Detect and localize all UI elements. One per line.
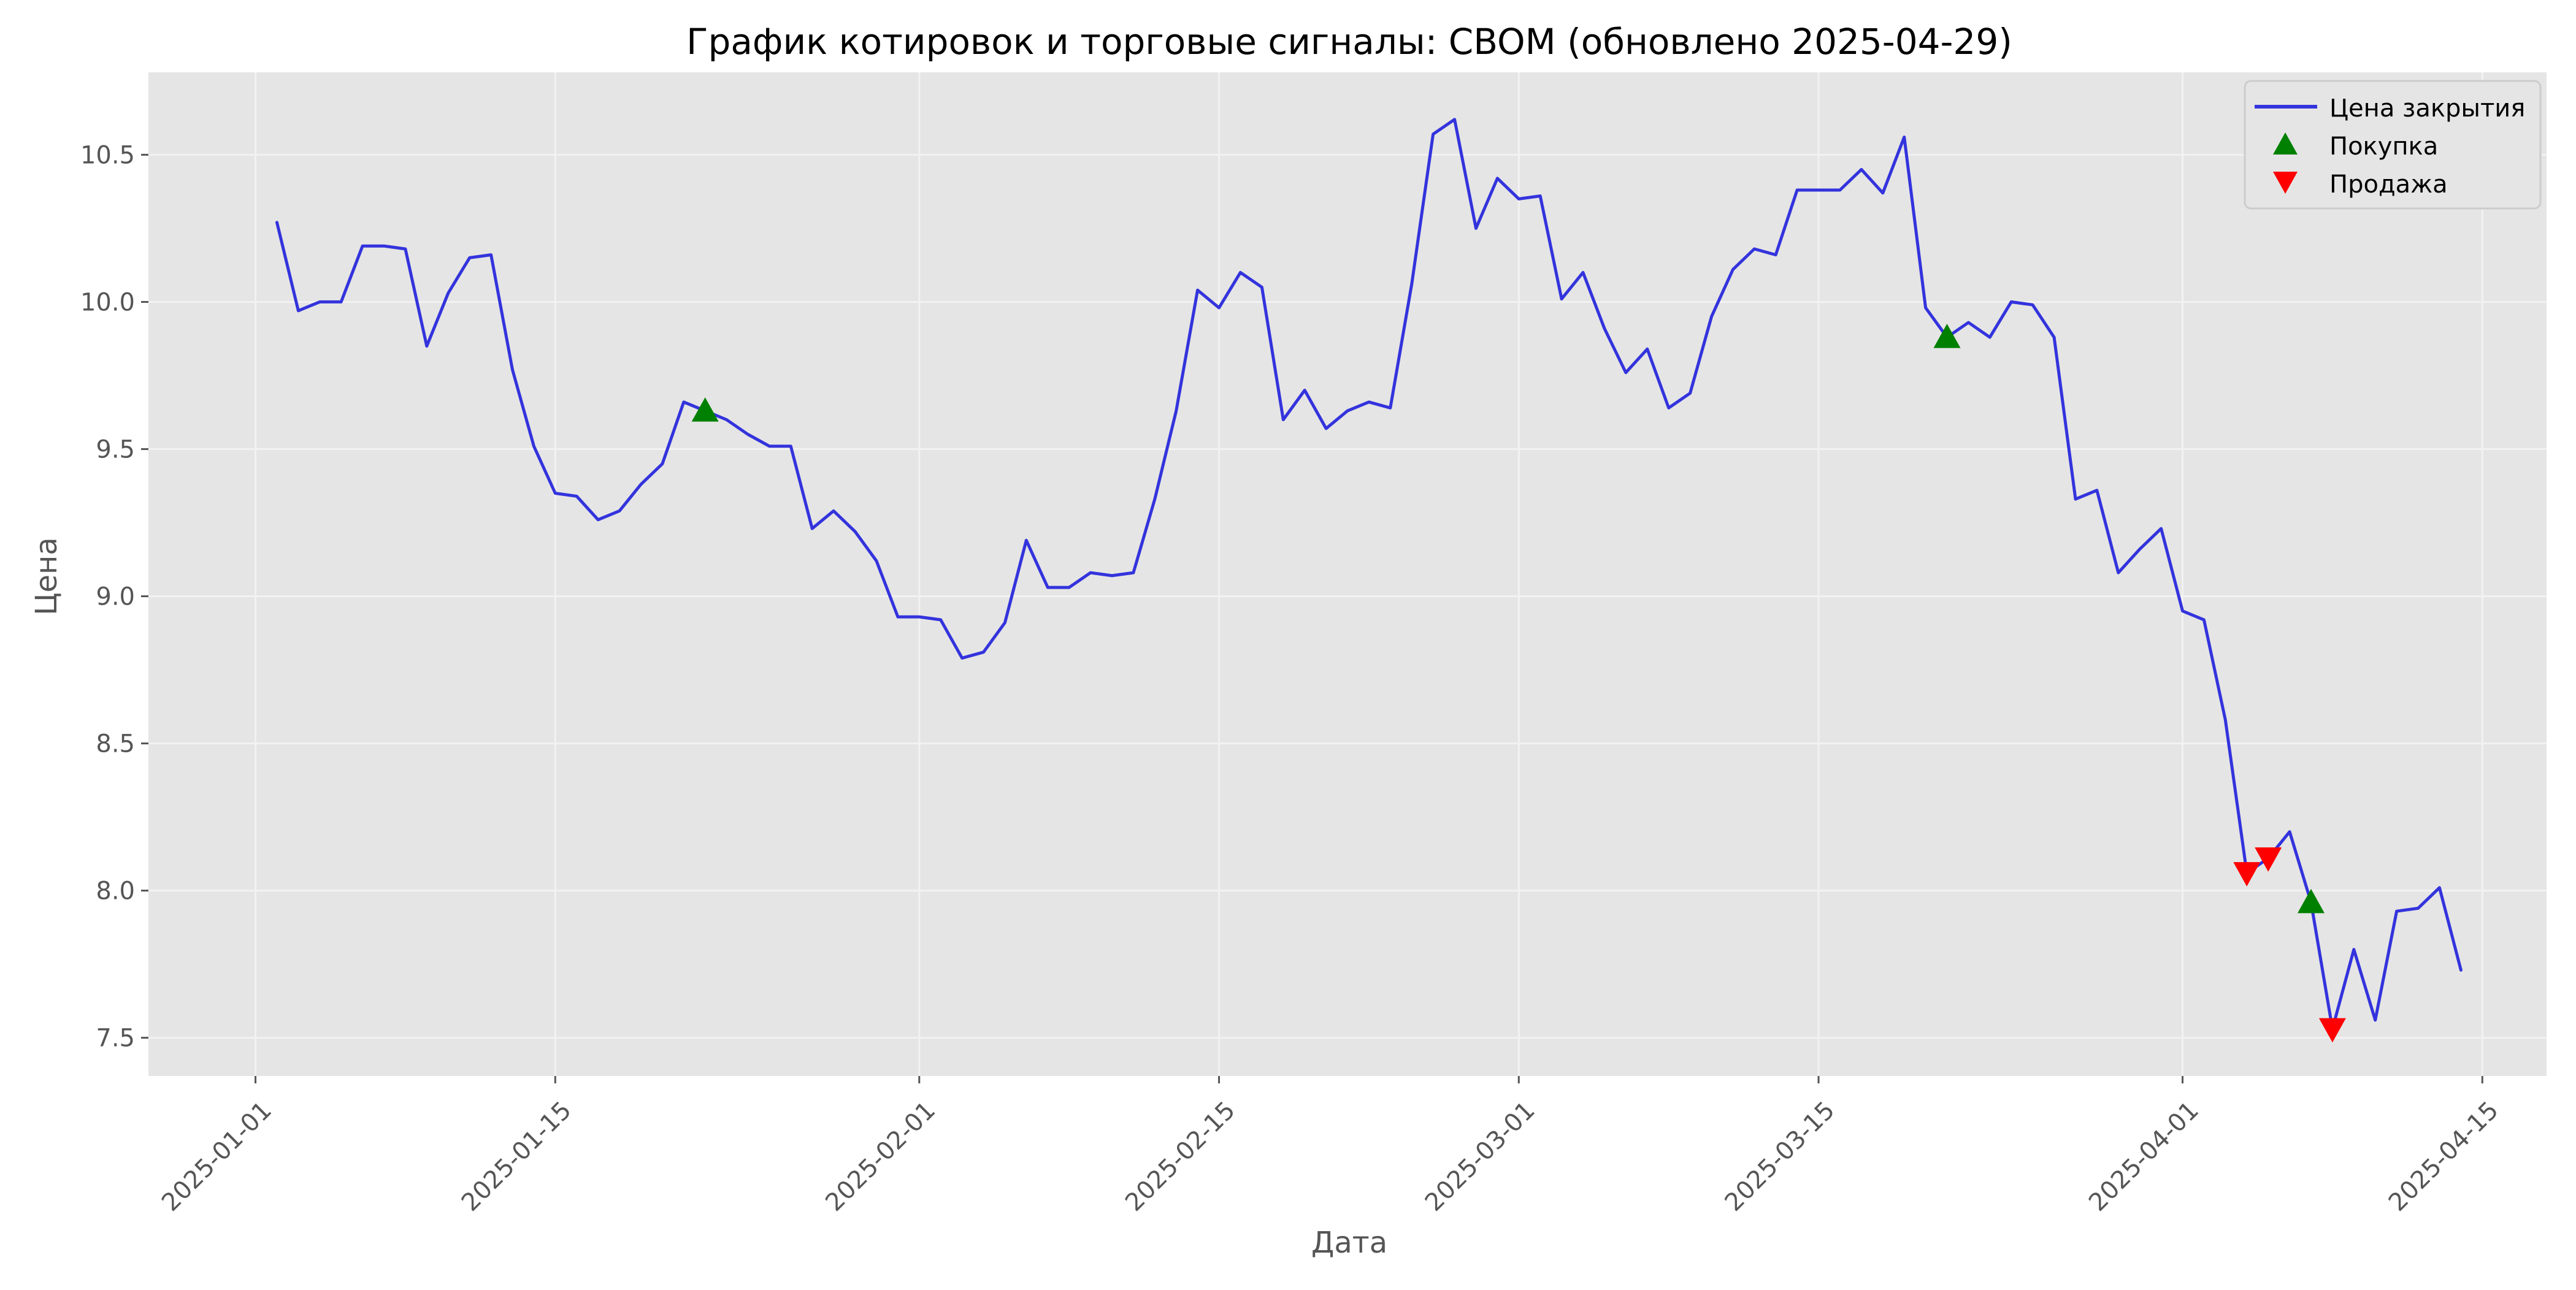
legend-label-sell: Продажа — [2329, 170, 2448, 199]
y-tick-label: 8.0 — [96, 877, 135, 906]
y-tick-label: 10.5 — [80, 141, 135, 169]
buy-signal-marker — [1933, 324, 1961, 348]
sell-signal-marker — [2233, 862, 2261, 887]
legend-label-buy: Покупка — [2329, 132, 2438, 161]
chart-title: График котировок и торговые сигналы: CBO… — [686, 21, 2012, 63]
y-tick-label: 7.5 — [96, 1025, 135, 1053]
buy-signal-marker — [2297, 888, 2325, 914]
plot-area — [148, 72, 2547, 1076]
y-tick-label: 10.0 — [80, 288, 135, 316]
sell-signal-marker — [2318, 1018, 2346, 1043]
legend-label-close: Цена закрытия — [2329, 94, 2525, 123]
legend-box — [2244, 80, 2542, 210]
series-layer — [275, 118, 2463, 1031]
grid-lines — [148, 72, 2547, 1076]
signal-layer — [691, 324, 2346, 1043]
y-tick-label: 9.0 — [96, 583, 135, 611]
y-axis: 7.5 8.0 8.5 9.0 9.5 10.0 10.5 — [80, 141, 148, 1053]
legend-buy-marker — [2273, 132, 2298, 155]
x-axis-label: Дата — [1311, 1226, 1387, 1260]
y-tick-label: 8.5 — [96, 730, 135, 758]
sell-signal-marker — [2255, 847, 2282, 872]
legend: Цена закрытия Покупка Продажа — [2244, 80, 2542, 210]
y-tick-label: 9.5 — [96, 435, 135, 464]
legend-sell-marker — [2273, 172, 2298, 194]
y-axis-label: Цена — [29, 537, 64, 616]
buy-signal-marker — [691, 397, 719, 422]
close-price-line — [275, 118, 2463, 1031]
